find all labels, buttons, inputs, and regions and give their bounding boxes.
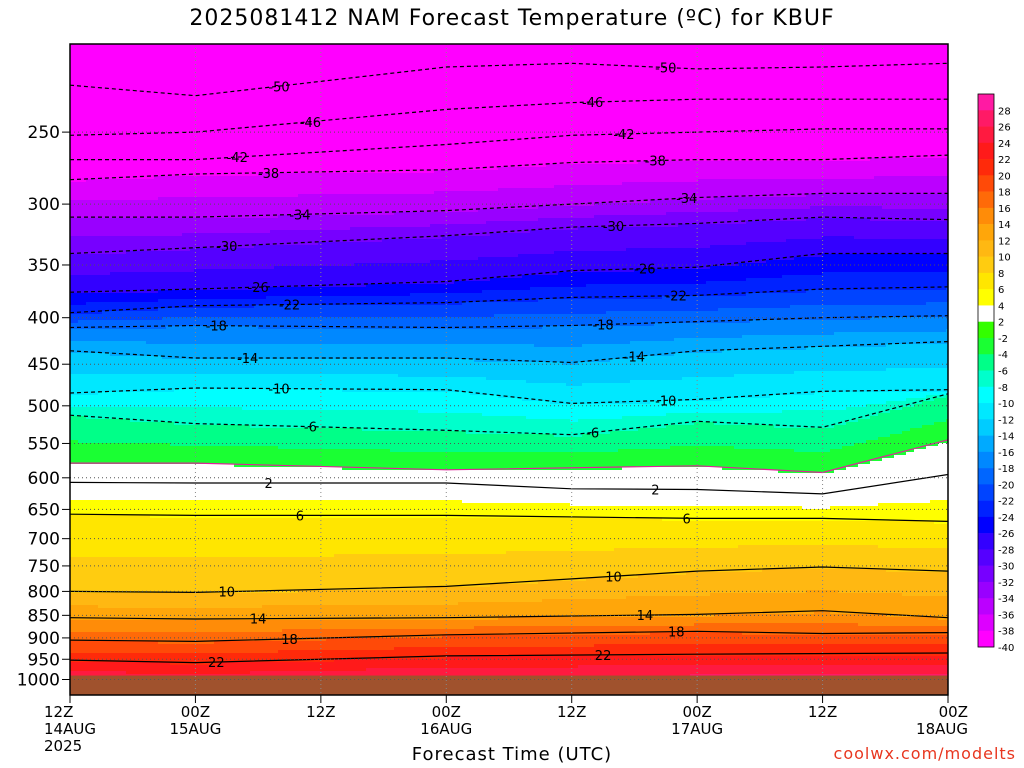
temperature-bands: [70, 44, 951, 696]
